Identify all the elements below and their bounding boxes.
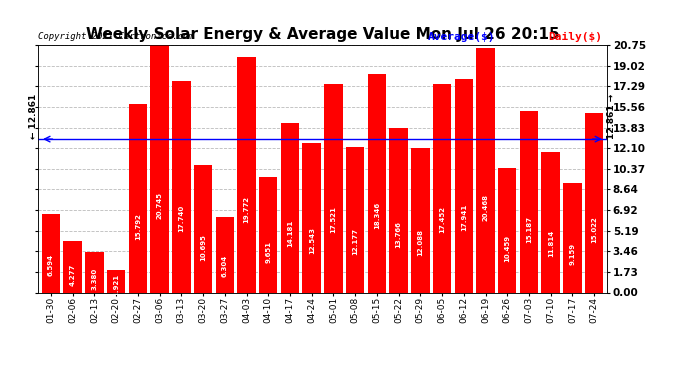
Bar <box>411 148 430 292</box>
Title: Weekly Solar Energy & Average Value Mon Jul 26 20:15: Weekly Solar Energy & Average Value Mon … <box>86 27 560 42</box>
Text: 12.861 →: 12.861 → <box>607 94 616 139</box>
Bar <box>42 214 60 292</box>
Bar <box>455 78 473 292</box>
Text: 10.459: 10.459 <box>504 235 511 262</box>
Bar <box>520 111 538 292</box>
Bar <box>302 143 321 292</box>
Bar <box>389 128 408 292</box>
Bar <box>237 57 256 292</box>
Text: 12.543: 12.543 <box>308 226 315 254</box>
Text: 20.745: 20.745 <box>157 192 163 219</box>
Text: 17.941: 17.941 <box>461 204 467 231</box>
Bar <box>128 104 147 292</box>
Text: 6.304: 6.304 <box>221 255 228 277</box>
Bar <box>433 84 451 292</box>
Bar <box>194 165 213 292</box>
Bar <box>215 217 234 292</box>
Text: Daily($): Daily($) <box>549 32 602 42</box>
Bar <box>85 252 104 292</box>
Bar <box>542 152 560 292</box>
Text: 15.792: 15.792 <box>135 213 141 240</box>
Bar <box>259 177 277 292</box>
Bar <box>63 242 82 292</box>
Text: 3.380: 3.380 <box>92 267 97 290</box>
Bar <box>563 183 582 292</box>
Text: 4.277: 4.277 <box>70 264 76 286</box>
Text: 10.695: 10.695 <box>200 234 206 261</box>
Text: 6.594: 6.594 <box>48 254 54 276</box>
Text: 11.814: 11.814 <box>548 230 553 257</box>
Text: 12.088: 12.088 <box>417 228 424 255</box>
Text: Average($): Average($) <box>428 32 495 42</box>
Text: 20.468: 20.468 <box>482 194 489 220</box>
Bar <box>324 84 343 292</box>
Bar <box>476 48 495 292</box>
Text: 14.181: 14.181 <box>287 220 293 247</box>
Bar <box>281 123 299 292</box>
Text: 9.651: 9.651 <box>265 241 271 263</box>
Bar <box>585 113 603 292</box>
Text: 18.346: 18.346 <box>374 202 380 229</box>
Bar <box>172 81 190 292</box>
Bar <box>498 168 517 292</box>
Text: 17.740: 17.740 <box>178 205 184 232</box>
Text: 1.921: 1.921 <box>113 273 119 296</box>
Text: ← 12.861: ← 12.861 <box>29 94 38 139</box>
Text: 15.022: 15.022 <box>591 216 597 243</box>
Text: 19.772: 19.772 <box>244 196 250 223</box>
Bar <box>346 147 364 292</box>
Bar <box>107 270 126 292</box>
Bar <box>150 45 169 292</box>
Text: 12.177: 12.177 <box>352 228 358 255</box>
Text: 17.452: 17.452 <box>439 206 445 233</box>
Text: 13.766: 13.766 <box>395 222 402 249</box>
Text: 17.521: 17.521 <box>331 206 337 233</box>
Text: 9.159: 9.159 <box>569 243 575 266</box>
Text: Copyright 2021 Cartronics.com: Copyright 2021 Cartronics.com <box>38 32 194 41</box>
Text: 15.187: 15.187 <box>526 216 532 243</box>
Bar <box>368 74 386 292</box>
